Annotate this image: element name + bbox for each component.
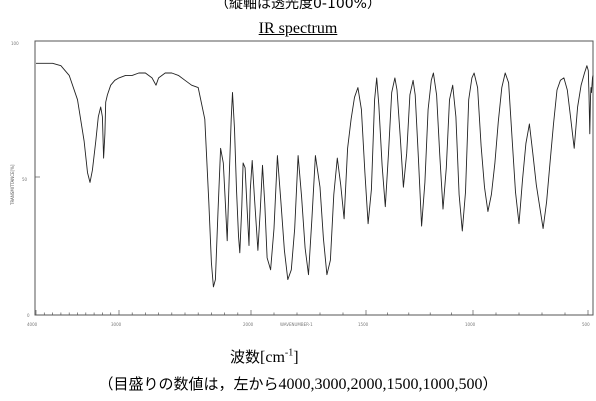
tick-values-note-open: （目盛りの数値は，左から: [98, 375, 279, 393]
top-note: （縦軸は透光度0-100%）: [215, 0, 381, 12]
chart-title: IR spectrum: [258, 20, 338, 37]
x-axis-caption-text: 波数: [230, 348, 261, 366]
series-transmittance-line: [36, 62, 594, 288]
x-axis-caption: 波数[cm-1]: [230, 346, 299, 367]
x-axis-caption-unit: [cm-1]: [260, 347, 299, 366]
y-tick-label-50: 50: [22, 177, 28, 182]
x-tick-label-500: 500: [582, 322, 590, 327]
x-axis-label: WAVENUMBER-1: [280, 322, 313, 327]
tick-values-note: （目盛りの数値は，左から4000,3000,2000,1500,1000,500…: [0, 373, 596, 394]
x-axis-unit-close: ]: [293, 349, 299, 366]
x-axis-ticks: [35, 310, 589, 315]
y-axis-label: TRANSMITTANCE[%]: [10, 164, 15, 206]
x-tick-label-4000: 4000: [27, 322, 38, 327]
tick-values-note-close: ）: [482, 375, 498, 393]
x-axis-unit-exponent: -1: [284, 347, 294, 359]
ir-spectrum-chart: 100 50 0 TRANSMITTANCE[%] 4000 3000 2000…: [10, 40, 594, 327]
x-axis-unit-base: [cm: [260, 349, 285, 366]
y-tick-label-0: 0: [27, 313, 30, 318]
plot-frame: [34, 40, 594, 316]
tick-values-note-values: 4000,3000,2000,1500,1000,500: [278, 376, 483, 393]
y-axis-ticks: [35, 40, 40, 316]
y-tick-label-100: 100: [11, 41, 19, 46]
x-tick-label-1000: 1000: [465, 322, 476, 327]
x-tick-label-3000: 3000: [111, 322, 122, 327]
x-tick-label-1500: 1500: [358, 322, 369, 327]
x-tick-label-2000: 2000: [243, 322, 254, 327]
